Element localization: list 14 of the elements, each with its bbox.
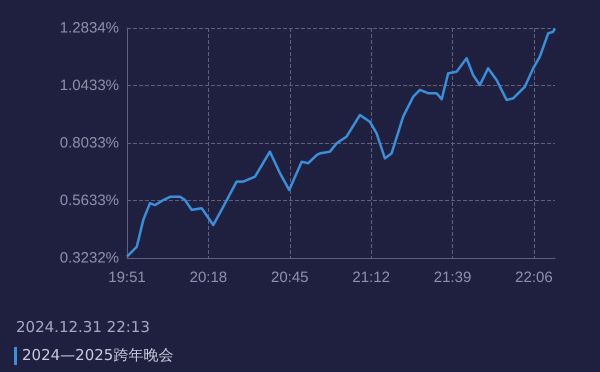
y-tick-label: 1.0433% xyxy=(60,77,119,94)
y-tick-label: 0.8033% xyxy=(60,134,119,152)
x-tick-label: 21:12 xyxy=(352,269,390,286)
x-tick-label: 20:45 xyxy=(270,269,309,286)
y-tick-label: 1.2834% xyxy=(60,20,119,36)
text: 2024.12.31 22:13 xyxy=(16,318,150,336)
x-tick-label: 19:51 xyxy=(108,269,146,286)
x-tick-label: 22:06 xyxy=(515,269,553,286)
x-tick-label: 21:39 xyxy=(434,269,472,286)
text: 2024—2025跨年晚会 xyxy=(22,346,174,365)
y-tick-label: 0.5633% xyxy=(60,192,119,209)
y-tick-label: 0.3232% xyxy=(60,250,119,266)
x-tick-label: 20:18 xyxy=(190,269,228,286)
line-series xyxy=(126,27,556,258)
